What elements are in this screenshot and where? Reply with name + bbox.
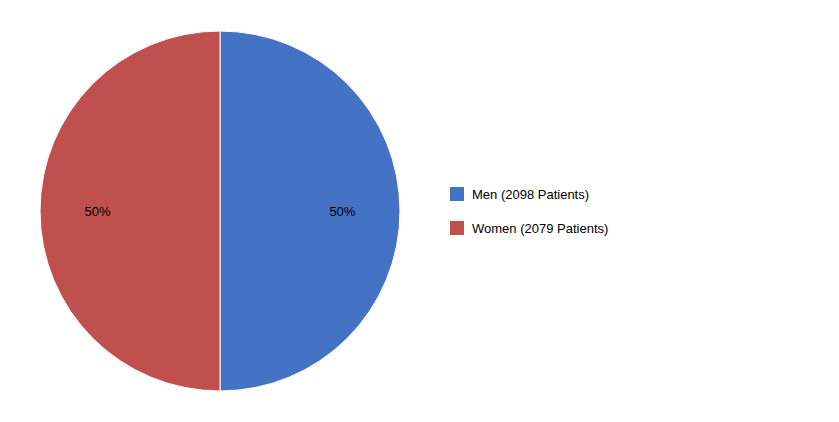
legend-item: Men (2098 Patients) bbox=[450, 187, 589, 202]
legend-label: Men (2098 Patients) bbox=[472, 187, 589, 202]
legend-swatch bbox=[450, 221, 464, 235]
chart: 50% 50% Men (2098 Patients) Women (2079 Pat… bbox=[0, 0, 839, 422]
legend-label: Women (2079 Patients) bbox=[472, 221, 608, 236]
pie-slice bbox=[40, 31, 220, 391]
data-label: 50% bbox=[85, 204, 111, 219]
data-labels: 50% 50% bbox=[85, 204, 356, 219]
legend-swatch bbox=[450, 187, 464, 201]
legend: Men (2098 Patients) Women (2079 Patients) bbox=[450, 187, 608, 236]
legend-item: Women (2079 Patients) bbox=[450, 221, 608, 236]
pie-slice bbox=[220, 31, 400, 391]
pie bbox=[40, 31, 400, 391]
data-label: 50% bbox=[329, 204, 355, 219]
